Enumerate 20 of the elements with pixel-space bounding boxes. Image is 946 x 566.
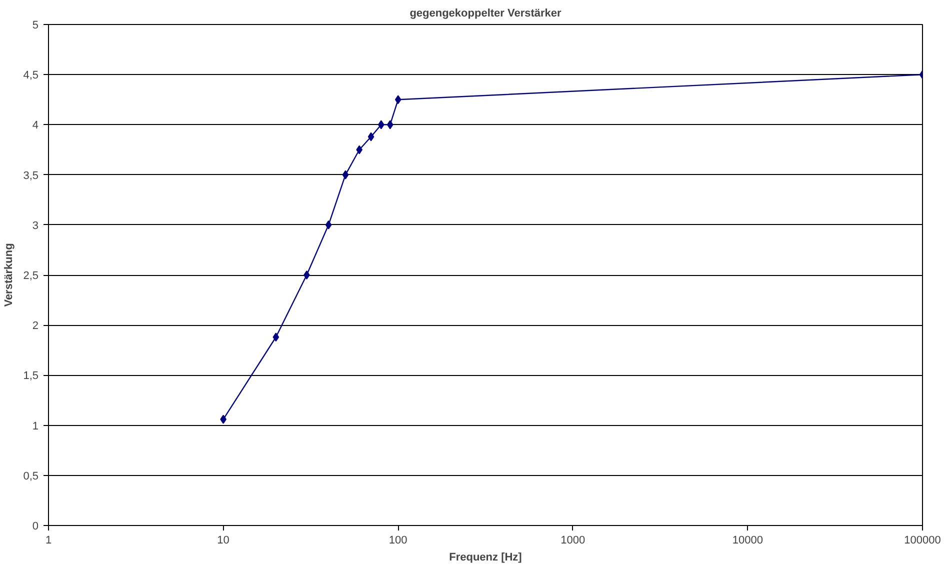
y-tick-label: 0 <box>32 520 39 532</box>
y-axis-title: Verstärkung <box>3 243 16 307</box>
x-tick-label: 1000 <box>560 534 586 546</box>
x-tick-label: 100000 <box>904 534 941 546</box>
x-axis-title: Frequenz [Hz] <box>449 552 522 564</box>
y-tick-label: 1 <box>32 420 39 432</box>
y-tick-label: 2 <box>32 320 39 332</box>
y-tick-label: 0,5 <box>23 470 39 482</box>
y-tick-label: 5 <box>32 20 39 32</box>
y-tick-label: 3 <box>32 220 39 232</box>
x-tick-label: 1 <box>45 534 52 546</box>
y-tick-label: 4,5 <box>23 70 39 82</box>
y-tick-label: 4 <box>32 120 39 132</box>
y-tick-label: 2,5 <box>23 270 39 282</box>
y-tick-label: 1,5 <box>23 370 39 382</box>
x-tick-label: 100 <box>388 534 408 546</box>
y-tick-label: 3,5 <box>23 170 39 182</box>
x-tick-label: 10000 <box>732 534 763 546</box>
x-tick-label: 10 <box>217 534 230 546</box>
chart-title: gegengekoppelter Verstärker <box>410 8 562 20</box>
